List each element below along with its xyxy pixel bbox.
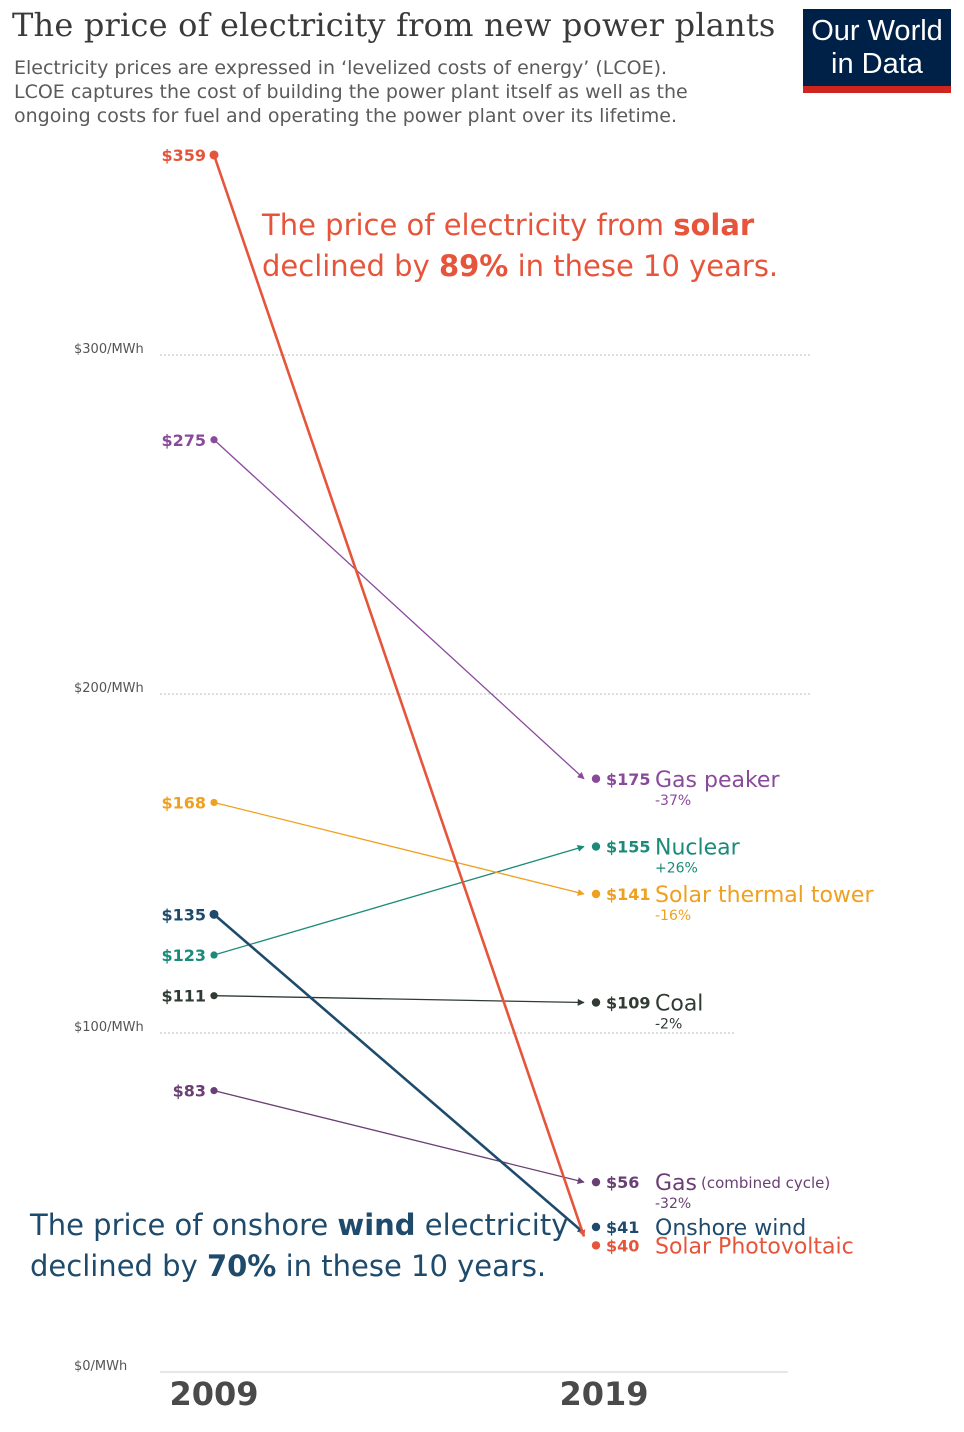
point-2019-onshore-wind: [591, 1222, 601, 1232]
value-label-2009-solar-thermal-tower: $168: [161, 793, 206, 812]
series-change-coal: -2%: [655, 1016, 682, 1032]
point-2009-onshore-wind: [209, 909, 219, 919]
chart-subtitle: Electricity prices are expressed in ‘lev…: [14, 56, 794, 128]
y-tick-label-100: $100/MWh: [74, 1020, 144, 1035]
y-tick-label-300: $300/MWh: [74, 342, 144, 357]
series-line-solar-photovoltaic: [212, 154, 586, 1238]
series-name-nuclear: Nuclear: [655, 836, 741, 861]
value-label-2009-onshore-wind: $135: [161, 905, 206, 924]
series-change-gas: -32%: [655, 1196, 691, 1212]
series-name-gas: Gas (combined cycle): [655, 1171, 830, 1196]
value-label-2019-onshore-wind: $41: [606, 1218, 639, 1237]
series-name-onshore-wind: Onshore wind: [655, 1216, 806, 1241]
series-name-solar-thermal-tower: Solar thermal tower: [655, 883, 874, 908]
subtitle-line-2: LCOE captures the cost of building the p…: [14, 81, 688, 103]
value-label-2009-nuclear: $123: [161, 946, 206, 965]
x-label-2009: 2009: [169, 1375, 258, 1413]
logo-line-1: Our World: [811, 15, 943, 47]
series-line-onshore-wind: [213, 913, 585, 1234]
series-name-coal: Coal: [655, 991, 703, 1016]
value-label-2019-nuclear: $155: [606, 838, 651, 857]
series-note-gas: (combined cycle): [701, 1174, 830, 1192]
chart-title: The price of electricity from new power …: [12, 6, 776, 44]
point-2009-solar-photovoltaic: [209, 150, 219, 160]
y-tick-label-200: $200/MWh: [74, 681, 144, 696]
series-name-gas-peaker: Gas peaker: [655, 768, 780, 793]
value-label-2019-solar-thermal-tower: $141: [606, 885, 651, 904]
series-line-nuclear: [213, 844, 585, 956]
series-line-solar-thermal-tower: [213, 801, 585, 896]
point-2009-gas-peaker: [210, 436, 218, 444]
value-label-2009-solar-photovoltaic: $359: [161, 146, 206, 165]
x-label-2019: 2019: [559, 1375, 648, 1413]
series-line-coal: [213, 995, 585, 1006]
series-line-gas: [213, 1089, 585, 1185]
point-2019-gas: [591, 1177, 601, 1187]
value-label-2009-gas: $83: [173, 1082, 206, 1101]
y-tick-label-0: $0/MWh: [74, 1359, 127, 1374]
series-name-solar-photovoltaic: Solar Photovoltaic: [655, 1234, 854, 1259]
point-2009-nuclear: [210, 951, 218, 959]
subtitle-line-3: ongoing costs for fuel and operating the…: [14, 105, 677, 127]
value-label-2019-gas-peaker: $175: [606, 770, 651, 789]
wind-annotation: The price of onshore wind electricity de…: [30, 1208, 569, 1283]
point-2019-coal: [591, 998, 601, 1007]
owid-logo[interactable]: Our World in Data: [803, 9, 951, 93]
value-label-2019-solar-photovoltaic: $40: [606, 1236, 639, 1255]
point-2009-solar-thermal-tower: [210, 798, 218, 807]
point-2009-gas: [210, 1087, 218, 1095]
value-label-2019-gas: $56: [606, 1173, 639, 1192]
point-2009-coal: [210, 992, 218, 1000]
series-change-gas-peaker: -37%: [655, 793, 691, 809]
logo-line-2: in Data: [831, 48, 923, 80]
series-change-solar-thermal-tower: -16%: [655, 908, 691, 924]
value-label-2009-coal: $111: [161, 987, 206, 1006]
value-label-2019-coal: $109: [606, 993, 651, 1012]
series-line-gas-peaker: [213, 439, 585, 780]
subtitle-line-1: Electricity prices are expressed in ‘lev…: [14, 57, 668, 79]
point-2019-solar-thermal-tower: [591, 889, 601, 899]
point-2019-nuclear: [591, 842, 601, 851]
series-change-nuclear: +26%: [655, 861, 698, 877]
solar-annotation: The price of electricity from solar decl…: [262, 208, 779, 283]
value-label-2009-gas-peaker: $275: [161, 431, 206, 450]
point-2019-solar-photovoltaic: [591, 1241, 601, 1250]
point-2019-gas-peaker: [591, 774, 601, 783]
